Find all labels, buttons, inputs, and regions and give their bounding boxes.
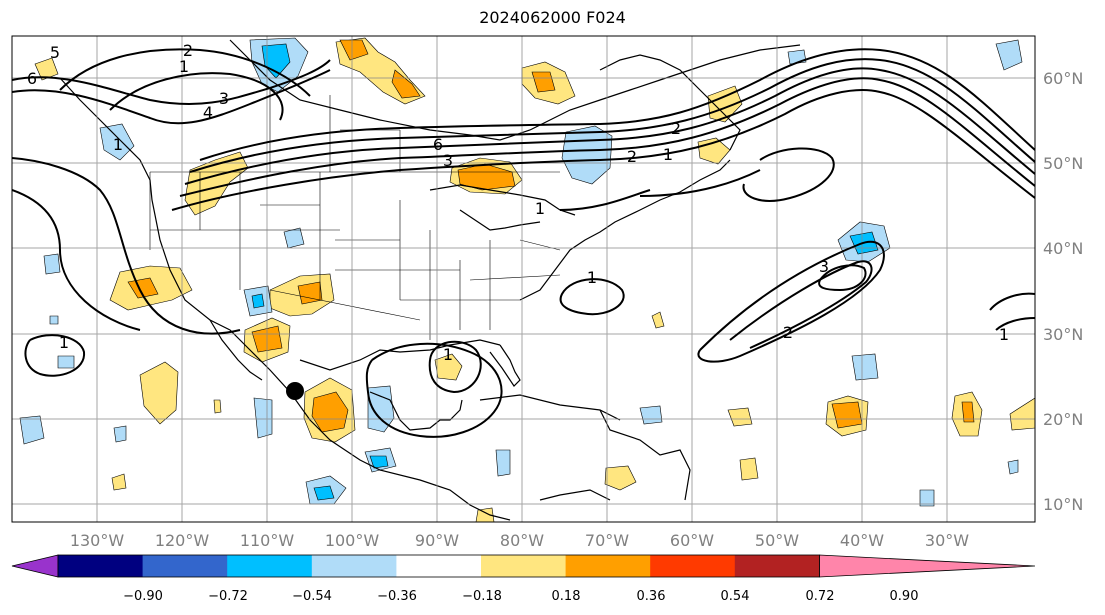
colorbar-segment bbox=[311, 555, 397, 577]
contour-label: 1 bbox=[999, 325, 1009, 344]
colorbar-segment bbox=[819, 554, 1036, 578]
contour-label: 1 bbox=[587, 268, 597, 287]
contour-label: 2 bbox=[183, 41, 193, 60]
contour-label: 1 bbox=[535, 199, 545, 218]
colorbar-segment bbox=[481, 555, 567, 577]
colorbar-tick-label: 0.36 bbox=[637, 589, 666, 604]
graticule bbox=[12, 36, 1035, 522]
colorbar-segment bbox=[58, 555, 144, 577]
lat-label: 50°N bbox=[1043, 154, 1083, 173]
lat-label: 20°N bbox=[1043, 410, 1083, 429]
contour-label: 5 bbox=[50, 43, 60, 62]
lon-label: 110°W bbox=[240, 531, 295, 550]
map-frame bbox=[11, 35, 1036, 523]
colorbar-tick-label: −0.18 bbox=[462, 589, 502, 604]
lon-label: 40°W bbox=[840, 531, 884, 550]
contour-label: 2 bbox=[627, 147, 637, 166]
contour-label: 1 bbox=[113, 135, 123, 154]
lon-label: 60°W bbox=[670, 531, 714, 550]
lon-label: 30°W bbox=[925, 531, 969, 550]
latitude-labels: 60°N 50°N 40°N 30°N 20°N 10°N bbox=[1043, 69, 1083, 514]
contour-label: 1 bbox=[663, 145, 673, 164]
lat-label: 60°N bbox=[1043, 69, 1083, 88]
contour-label: 4 bbox=[203, 103, 213, 122]
colorbar-tick-labels: −0.90 −0.72 −0.54 −0.36 −0.18 0.18 0.36 … bbox=[123, 589, 918, 604]
contour-label: 1 bbox=[179, 57, 189, 76]
colorbar-tick-label: −0.36 bbox=[377, 589, 417, 604]
contour-lines bbox=[12, 48, 1035, 438]
contour-label: 6 bbox=[27, 69, 37, 88]
lon-label: 130°W bbox=[70, 531, 125, 550]
colorbar-segment bbox=[650, 555, 736, 577]
lat-label: 30°N bbox=[1043, 325, 1083, 344]
colorbar-tick-label: −0.72 bbox=[208, 589, 248, 604]
contour-label: 2 bbox=[783, 323, 793, 342]
lon-label: 70°W bbox=[585, 531, 629, 550]
colorbar-outline bbox=[57, 554, 820, 578]
contour-label: 6 bbox=[433, 135, 443, 154]
colorbar-segment bbox=[11, 554, 59, 578]
colorbar-tick-label: 0.18 bbox=[552, 589, 581, 604]
lat-label: 40°N bbox=[1043, 239, 1083, 258]
contour-label: 3 bbox=[819, 257, 829, 276]
contour-label: 1 bbox=[59, 333, 69, 352]
political-boundaries bbox=[149, 90, 561, 340]
lat-label: 10°N bbox=[1043, 495, 1083, 514]
colorbar-tick-label: 0.90 bbox=[890, 589, 919, 604]
contour-label: 2 bbox=[671, 119, 681, 138]
colorbar bbox=[11, 554, 1036, 578]
colorbar-tick-label: 0.72 bbox=[806, 589, 835, 604]
lon-label: 80°W bbox=[500, 531, 544, 550]
map-title: 2024062000 F024 bbox=[479, 8, 626, 27]
longitude-labels: 130°W 120°W 110°W 100°W 90°W 80°W 70°W 6… bbox=[70, 531, 969, 550]
colorbar-segment bbox=[396, 555, 482, 577]
colorbar-tick-label: 0.54 bbox=[721, 589, 750, 604]
contour-label: 3 bbox=[219, 89, 229, 108]
colorbar-segment bbox=[734, 555, 820, 577]
colorbar-segment bbox=[142, 555, 228, 577]
location-marker bbox=[286, 382, 304, 400]
lon-label: 100°W bbox=[325, 531, 380, 550]
colorbar-segment bbox=[565, 555, 651, 577]
contour-label: 1 bbox=[443, 345, 453, 364]
contour-label: 3 bbox=[443, 151, 453, 170]
positive-anomaly-fills bbox=[34, 37, 1035, 522]
lon-label: 50°W bbox=[755, 531, 799, 550]
lon-label: 90°W bbox=[415, 531, 459, 550]
contour-value-labels: 5 6 2 1 3 4 6 3 2 1 1 1 2 1 1 1 3 2 1 bbox=[27, 41, 1009, 364]
colorbar-tick-label: −0.54 bbox=[292, 589, 332, 604]
lon-label: 120°W bbox=[155, 531, 210, 550]
colorbar-segment bbox=[227, 555, 313, 577]
colorbar-tick-label: −0.90 bbox=[123, 589, 163, 604]
